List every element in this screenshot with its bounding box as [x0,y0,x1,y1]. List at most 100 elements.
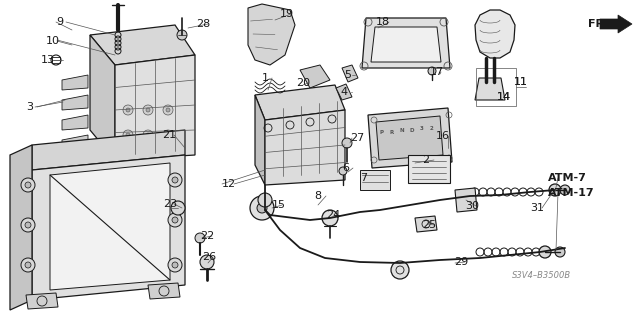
Text: 12: 12 [222,179,236,189]
Circle shape [163,130,173,140]
Circle shape [195,233,205,243]
Circle shape [163,105,173,115]
Polygon shape [371,27,441,62]
Polygon shape [336,84,352,100]
Circle shape [21,258,35,272]
Text: 20: 20 [296,78,310,88]
Text: 9: 9 [56,17,63,27]
Polygon shape [26,293,58,309]
Text: R: R [390,130,394,135]
Circle shape [339,167,347,175]
Circle shape [146,108,150,112]
Text: 3: 3 [420,127,424,131]
Circle shape [342,138,352,148]
Text: 2: 2 [430,125,434,130]
Text: 16: 16 [436,131,450,141]
Text: 31: 31 [530,203,544,213]
Polygon shape [475,78,505,100]
Circle shape [172,217,178,223]
Text: 8: 8 [314,191,321,201]
Text: D: D [410,128,414,132]
Text: 28: 28 [196,19,211,29]
Polygon shape [32,155,185,300]
Polygon shape [62,95,88,110]
Text: FR.: FR. [588,19,609,29]
Circle shape [123,130,133,140]
Text: 27: 27 [350,133,364,143]
Text: 3: 3 [26,102,33,112]
Text: N: N [400,129,404,133]
Text: 6: 6 [342,163,349,173]
Text: 11: 11 [514,77,528,87]
Circle shape [126,108,130,112]
Polygon shape [90,25,195,65]
Text: 5: 5 [344,70,351,80]
Text: 24: 24 [326,210,340,220]
Text: 1: 1 [262,73,269,83]
Circle shape [172,177,178,183]
Text: 11: 11 [514,77,528,87]
Polygon shape [376,116,443,160]
Circle shape [560,185,570,195]
Text: 25: 25 [422,220,436,230]
Text: 29: 29 [454,257,468,267]
Text: 18: 18 [376,17,390,27]
Polygon shape [62,115,88,130]
Text: 10: 10 [46,36,60,46]
Circle shape [250,196,274,220]
Circle shape [171,201,185,215]
Circle shape [21,218,35,232]
Polygon shape [255,85,345,120]
Circle shape [177,30,187,40]
Text: 17: 17 [430,67,444,77]
Polygon shape [475,10,515,58]
Polygon shape [62,75,88,90]
Circle shape [146,133,150,137]
Polygon shape [415,216,437,232]
Circle shape [21,178,35,192]
Polygon shape [248,4,295,65]
Text: 30: 30 [465,201,479,211]
Text: 14: 14 [497,92,511,102]
Text: 19: 19 [280,9,294,19]
Polygon shape [50,163,170,290]
Text: 2: 2 [422,155,429,165]
Circle shape [549,184,561,196]
Text: 4: 4 [340,87,347,97]
Polygon shape [455,188,477,212]
Polygon shape [342,65,358,82]
Bar [52,57,60,63]
Circle shape [258,193,272,207]
Polygon shape [148,283,180,299]
Circle shape [143,130,153,140]
Circle shape [428,67,436,75]
Text: 13: 13 [41,55,55,65]
Circle shape [257,203,267,213]
Circle shape [143,105,153,115]
Circle shape [25,182,31,188]
Circle shape [168,258,182,272]
Text: P: P [380,130,384,136]
Text: ATM-7: ATM-7 [548,173,587,183]
Polygon shape [255,95,265,185]
Circle shape [25,222,31,228]
Polygon shape [10,145,32,310]
Circle shape [166,133,170,137]
Circle shape [25,262,31,268]
Text: 22: 22 [200,231,214,241]
Polygon shape [62,135,88,150]
Text: 15: 15 [272,200,286,210]
Circle shape [168,173,182,187]
Polygon shape [300,65,330,88]
Polygon shape [90,35,115,160]
Circle shape [200,255,214,269]
Polygon shape [362,18,450,68]
Circle shape [555,247,565,257]
Polygon shape [600,15,632,33]
Text: 21: 21 [162,130,176,140]
Polygon shape [265,110,345,185]
Circle shape [172,262,178,268]
Circle shape [539,246,551,258]
Circle shape [322,210,338,226]
Circle shape [168,213,182,227]
